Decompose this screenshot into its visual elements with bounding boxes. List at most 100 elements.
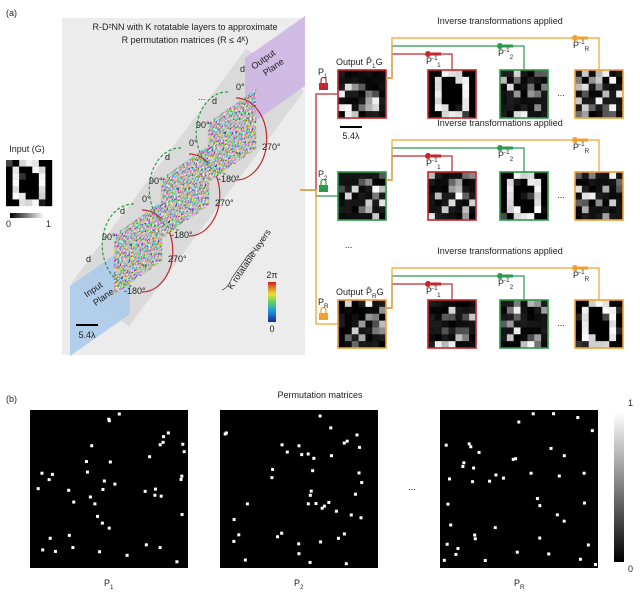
matrix-entry [449,523,453,527]
angle-label: -180° [124,286,146,296]
matrix-entry [117,412,121,416]
pixel [520,192,528,200]
label: P1 [318,67,328,80]
pixel [469,111,477,119]
pixel [520,213,528,221]
pixel [534,90,542,98]
pixel [344,320,352,328]
pixel [506,97,514,105]
label-part: P [318,169,324,179]
pixel [372,341,380,349]
pixel [441,320,449,328]
pixel [365,76,373,84]
pixel [616,70,624,78]
pixel [588,111,596,119]
pixel [575,76,583,84]
pixel [441,185,449,193]
pixel [588,97,596,105]
pixel [527,185,535,193]
matrix-entry [593,563,597,567]
pixel [520,320,528,328]
label: P-11 [426,285,441,299]
matrix-entry [102,479,106,483]
pixel [462,185,470,193]
pixel [534,192,542,200]
pixel [358,178,366,186]
pixel [434,313,442,321]
pixel [344,300,352,308]
pixel [541,206,549,214]
key [497,43,503,49]
matrix-entry [472,466,476,470]
pixel [534,83,542,91]
label: PR [318,297,329,310]
pixel [575,90,583,98]
distance-label: d [120,206,125,216]
pixel [358,76,366,84]
pixel [379,97,387,105]
pixel [588,172,596,180]
pixel [616,172,624,180]
pixel [441,327,449,335]
pixel [428,172,436,180]
pixel [338,306,346,314]
pixel [344,104,352,112]
pixel [506,76,514,84]
pixel [358,300,366,308]
pixel [462,320,470,328]
pixel [616,313,624,321]
matrix-entry [108,460,112,464]
title: Permutation matrices [277,390,363,400]
pixel [38,173,46,180]
pixel [527,199,535,207]
matrix-entry [578,557,582,561]
pixel [595,206,603,214]
pixel [25,192,33,200]
pixel [602,178,610,186]
pixel [344,90,352,98]
pixel [575,178,583,186]
matrix-entry [531,412,535,416]
matrix-entry [456,547,460,551]
matrix-entry [297,444,301,448]
pixel [434,341,442,349]
label-part: 1 [110,584,114,591]
pixel [344,76,352,84]
pixel [500,300,508,308]
pixel [616,300,624,308]
pixel [595,300,603,308]
pixel [379,90,387,98]
pixel [428,206,436,214]
pixel [365,111,373,119]
label-part: P [498,150,504,160]
pixel [434,185,442,193]
matrix-entry [360,481,364,485]
matrix-entry [107,526,111,530]
pixel [358,104,366,112]
pixel [428,199,436,207]
pixel [441,306,449,314]
scale-min: 0 [6,219,11,229]
pixel [575,192,583,200]
pixel [365,313,373,321]
pixel [441,206,449,214]
pixel [609,90,617,98]
phase-min: 0 [269,324,274,334]
pixel [462,172,470,180]
pixel [379,320,387,328]
pixel [434,199,442,207]
pixel [462,97,470,105]
matrix-entry [101,487,105,491]
pixel [595,178,603,186]
pixel [379,111,387,119]
pixel [500,306,508,314]
pixel [448,313,456,321]
pixel [527,313,535,321]
pixel [6,173,13,180]
label: P-12 [498,149,514,163]
pixel [588,199,596,207]
key [425,153,431,159]
pixel [338,313,346,321]
matrix-entry [342,532,346,536]
pixel [506,206,514,214]
